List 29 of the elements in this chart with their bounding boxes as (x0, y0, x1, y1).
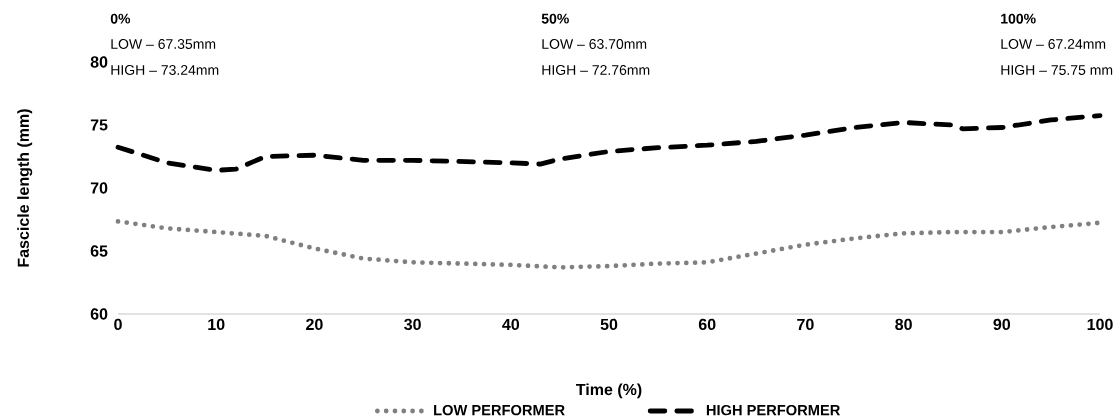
y-tick-label: 70 (90, 182, 108, 194)
y-axis-title: Fascicle length (mm) (17, 109, 33, 267)
annotation: HIGH – 75.75 mm (1001, 65, 1113, 75)
text: LOW – 63.70mm (542, 39, 647, 49)
x-tick-label: 80 (895, 318, 912, 331)
x-tick-label: 60 (698, 318, 716, 331)
x-tick-label: 90 (993, 318, 1011, 331)
x-tick-label: 40 (502, 318, 520, 331)
annotation: HIGH – 73.24mm (111, 65, 219, 75)
legend-label: HIGH PERFORMER (706, 404, 841, 416)
x-axis-title: Time (%) (576, 383, 642, 399)
y-tick-label: 60 (90, 308, 108, 320)
text: 50% (541, 13, 569, 24)
text: 100% (1001, 13, 1036, 24)
text: 0% (110, 13, 131, 24)
y-tick-label: 80 (90, 56, 108, 68)
x-tick-label: 50 (600, 318, 618, 331)
annotation: HIGH – 72.76mm (542, 65, 650, 75)
x-tick-label: 10 (208, 318, 225, 331)
text: LOW – 67.35mm (111, 39, 216, 49)
text: LOW – 67.24mm (1001, 39, 1106, 49)
x-tick-label: 0 (114, 318, 122, 331)
x-tick-label: 30 (404, 318, 421, 331)
x-tick-label: 20 (306, 318, 323, 331)
legend-label: LOW PERFORMER (434, 404, 565, 416)
y-tick-label: 65 (90, 245, 108, 257)
x-tick-label: 100 (1087, 318, 1113, 331)
y-tick-label: 75 (90, 119, 108, 131)
x-tick-label: 70 (797, 318, 814, 331)
